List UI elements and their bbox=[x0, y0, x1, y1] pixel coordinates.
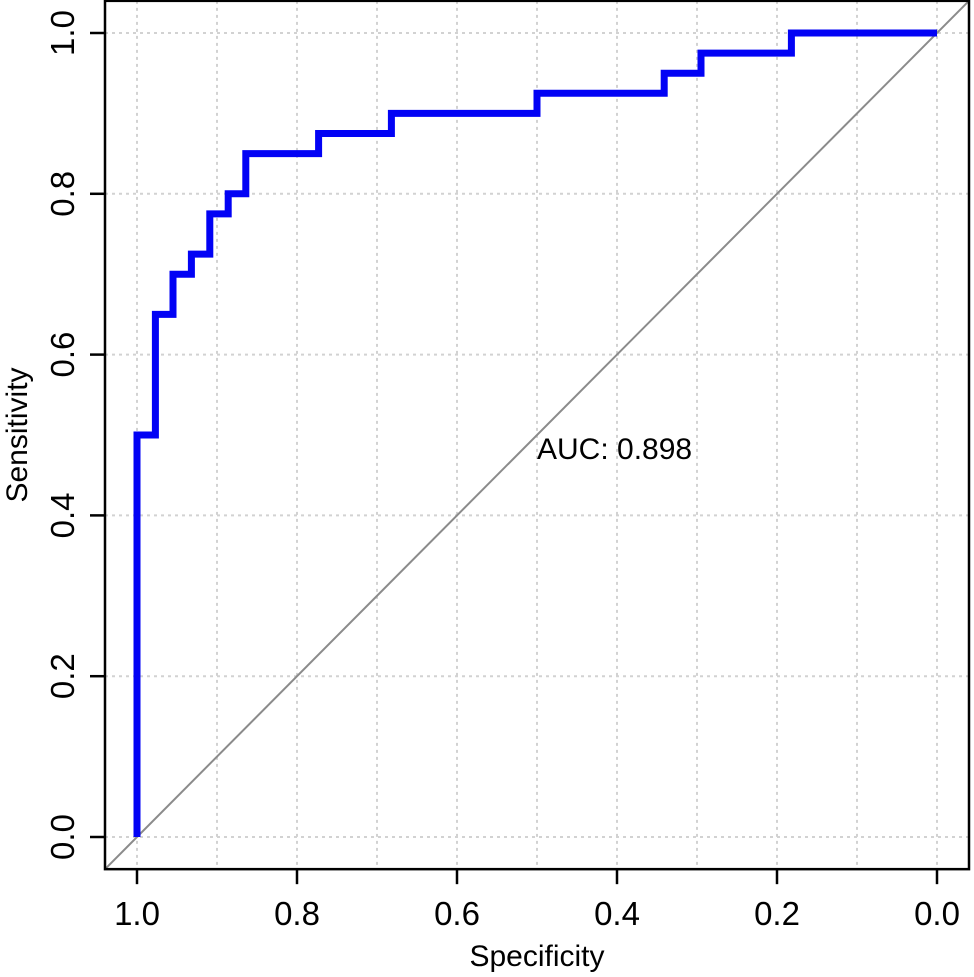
x-axis-tick-label: 0.0 bbox=[914, 895, 960, 932]
y-axis-tick-label: 0.0 bbox=[44, 814, 81, 860]
x-axis-tick-label: 1.0 bbox=[114, 895, 160, 932]
grid-layer bbox=[105, 0, 969, 870]
y-axis-tick-label: 0.6 bbox=[44, 332, 81, 378]
auc-annotation: AUC: 0.898 bbox=[537, 433, 692, 466]
axis-ticks-layer bbox=[90, 31, 939, 885]
axis-tick-labels-layer: 1.0 0.8 0.6 0.4 0.2 0.0 0.0 0.2 0.4 0.6 0.8 1.0 bbox=[44, 10, 960, 932]
x-axis-tick-label: 0.2 bbox=[754, 895, 800, 932]
x-axis-tick-label: 0.6 bbox=[434, 895, 480, 932]
x-axis-title: Specificity bbox=[469, 940, 604, 973]
y-axis-tick-label: 1.0 bbox=[44, 10, 81, 56]
reference-diagonal-line bbox=[104, 0, 970, 870]
y-axis-tick-label: 0.2 bbox=[44, 653, 81, 699]
y-axis-tick-label: 0.8 bbox=[44, 171, 81, 217]
roc-curve-line bbox=[133, 29, 937, 837]
x-axis-tick-label: 0.4 bbox=[594, 895, 640, 932]
y-axis-title: Sensitivity bbox=[1, 367, 34, 502]
y-axis-tick-label: 0.4 bbox=[44, 492, 81, 538]
plot-border-box bbox=[103, 0, 971, 871]
x-axis-tick-label: 0.8 bbox=[274, 895, 320, 932]
